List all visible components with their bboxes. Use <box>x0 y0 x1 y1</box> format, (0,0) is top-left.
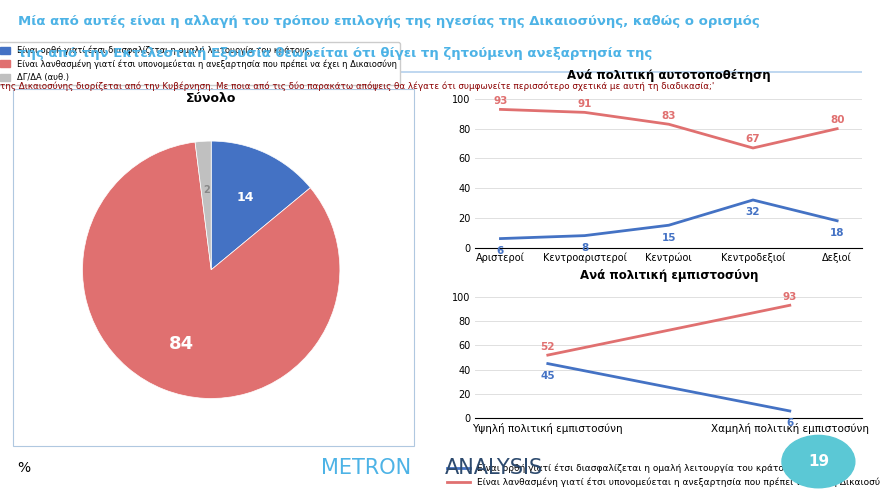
Text: 93: 93 <box>494 96 508 106</box>
Text: 67: 67 <box>745 135 760 145</box>
Text: 6: 6 <box>786 418 794 428</box>
Text: 14: 14 <box>237 191 254 204</box>
Wedge shape <box>195 141 211 270</box>
Wedge shape <box>83 142 340 398</box>
Text: 18: 18 <box>830 228 845 238</box>
Legend: Είναι ορθή γιατί έτσι διασφαλίζεται η ομαλή λειτουργία του κράτους, Είναι λανθασ: Είναι ορθή γιατί έτσι διασφαλίζεται η ομ… <box>444 460 880 491</box>
Text: Μία από αυτές είναι η αλλαγή του τρόπου επιλογής της ηγεσίας της Δικαιοσύνης, κα: Μία από αυτές είναι η αλλαγή του τρόπου … <box>18 15 759 28</box>
Text: 15: 15 <box>662 233 676 243</box>
Text: %: % <box>18 461 31 475</box>
Text: 32: 32 <box>745 207 760 217</box>
Title: Ανά πολιτική εμπιστοσύνη: Ανά πολιτική εμπιστοσύνη <box>580 269 758 282</box>
Text: 2: 2 <box>202 185 209 195</box>
Title: Σύνολο: Σύνολο <box>186 92 237 105</box>
Text: 80: 80 <box>830 115 845 125</box>
Circle shape <box>782 436 854 488</box>
Text: ANALYSIS: ANALYSIS <box>444 458 543 478</box>
Text: της από την Εκτελεστική Εξουσία θεωρείται ότι θίγει τη ζητούμενη ανεξαρτησία της: της από την Εκτελεστική Εξουσία θεωρείτα… <box>18 47 652 60</box>
Wedge shape <box>211 141 311 270</box>
Text: 8: 8 <box>581 243 588 253</box>
Text: METRON: METRON <box>321 458 411 478</box>
Legend: Είναι ορθή γιατί έτσι διασφαλίζεται η ομαλή λειτουργία του κράτους, Είναι λανθασ: Είναι ορθή γιατί έτσι διασφαλίζεται η ομ… <box>0 42 400 85</box>
Text: 93: 93 <box>782 292 797 302</box>
Text: 84: 84 <box>169 335 194 353</box>
Text: 91: 91 <box>577 99 592 109</box>
Title: Ανά πολιτική αυτοτοποθέτηση: Ανά πολιτική αυτοτοποθέτηση <box>567 69 771 82</box>
Text: 83: 83 <box>662 111 676 121</box>
Text: 52: 52 <box>540 342 555 351</box>
Text: 'Είναι γνωστό ότι στη χώρα μας η ηγεσία της Δικαιοσύνης διορίζεται από την Κυβέρ: 'Είναι γνωστό ότι στη χώρα μας η ηγεσία … <box>0 82 715 91</box>
Text: 45: 45 <box>540 371 555 381</box>
Text: 6: 6 <box>497 246 504 256</box>
Text: 19: 19 <box>808 454 829 469</box>
